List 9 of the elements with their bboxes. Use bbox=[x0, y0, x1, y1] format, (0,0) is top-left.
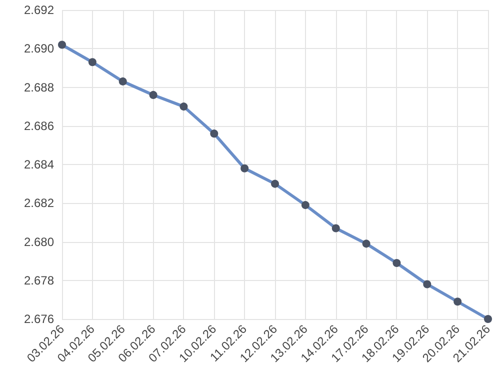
y-tick-label: 2.692 bbox=[24, 3, 54, 17]
y-tick-label: 2.678 bbox=[24, 273, 54, 288]
y-tick-label: 2.680 bbox=[24, 234, 54, 249]
y-tick-label: 2.676 bbox=[24, 312, 54, 326]
y-tick-label: 2.690 bbox=[24, 42, 54, 56]
y-tick-label: 2.688 bbox=[24, 80, 54, 94]
y-tick-label: 2.682 bbox=[24, 196, 54, 210]
y-tick-label: 2.684 bbox=[24, 158, 54, 172]
y-tick-label: 2.686 bbox=[24, 118, 54, 133]
